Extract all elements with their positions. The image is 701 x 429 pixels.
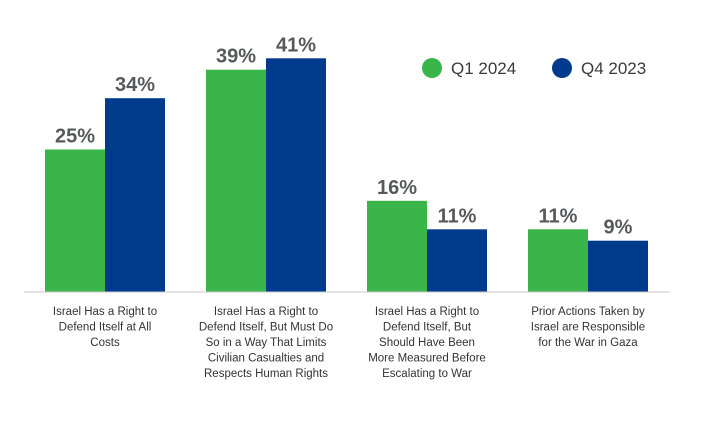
value-label-q4-2023-cat4: 9% bbox=[604, 217, 633, 239]
category-label-line: Defend Itself, But Must Do bbox=[199, 322, 333, 334]
legend-swatch-q1-2024 bbox=[422, 58, 442, 78]
legend-label-q4-2023: Q4 2023 bbox=[581, 59, 646, 78]
category-label-line: More Measured Before bbox=[368, 353, 486, 365]
category-label-line: Israel Has a Right to bbox=[375, 306, 479, 318]
legend-label-q1-2024: Q1 2024 bbox=[451, 59, 516, 78]
bars-layer bbox=[45, 58, 648, 292]
category-label-3: Israel Has a Right to Defend Itself, But S… bbox=[368, 306, 486, 380]
category-label-line: Defend Itself, But bbox=[383, 322, 472, 334]
category-label-line: Respects Human Rights bbox=[204, 368, 328, 380]
category-label-line: Israel Has a Right to bbox=[214, 306, 318, 318]
legend-swatch-q4-2023 bbox=[552, 58, 572, 78]
category-label-line: Prior Actions Taken by bbox=[531, 306, 645, 318]
category-label-line: Civilian Casualties and bbox=[208, 353, 324, 365]
category-labels-layer: Israel Has a Right to Defend Itself at Al… bbox=[53, 306, 645, 380]
category-label-1: Israel Has a Right to Defend Itself at Al… bbox=[53, 306, 157, 349]
value-label-q1-2024-cat4: 11% bbox=[539, 205, 578, 227]
bar-q1-2024-cat3 bbox=[367, 200, 427, 292]
bar-q4-2023-cat3 bbox=[427, 229, 487, 292]
bar-q4-2023-cat1 bbox=[105, 98, 165, 292]
category-label-line: Escalating to War bbox=[382, 368, 472, 380]
value-labels-layer: 25% 39% 16% 11% 34% 41% 11% 9% bbox=[55, 34, 633, 238]
category-label-4: Prior Actions Taken by Israel are Respons… bbox=[531, 306, 645, 349]
category-label-line: Israel Has a Right to bbox=[53, 306, 157, 318]
bar-q4-2023-cat2 bbox=[266, 58, 326, 292]
bar-q1-2024-cat4 bbox=[528, 229, 588, 292]
category-label-line: for the War in Gaza bbox=[538, 337, 638, 349]
value-label-q1-2024-cat1: 25% bbox=[55, 126, 95, 148]
value-label-q1-2024-cat3: 16% bbox=[377, 177, 417, 199]
value-label-q4-2023-cat2: 41% bbox=[276, 34, 316, 56]
category-label-line: Should Have Been bbox=[379, 337, 475, 349]
value-label-q4-2023-cat3: 11% bbox=[438, 205, 477, 227]
category-label-line: Defend Itself at All bbox=[59, 322, 152, 334]
value-label-q1-2024-cat2: 39% bbox=[216, 46, 256, 68]
bar-q1-2024-cat2 bbox=[206, 69, 266, 292]
category-label-line: So in a Way That Limits bbox=[206, 337, 327, 349]
bar-q4-2023-cat4 bbox=[588, 240, 648, 292]
category-label-2: Israel Has a Right to Defend Itself, But … bbox=[199, 306, 333, 380]
bar-q1-2024-cat1 bbox=[45, 149, 105, 292]
value-label-q4-2023-cat1: 34% bbox=[115, 74, 155, 96]
category-label-line: Israel are Responsible bbox=[531, 322, 645, 334]
category-label-line: Costs bbox=[90, 337, 120, 349]
legend: Q1 2024 Q4 2023 bbox=[422, 58, 646, 78]
